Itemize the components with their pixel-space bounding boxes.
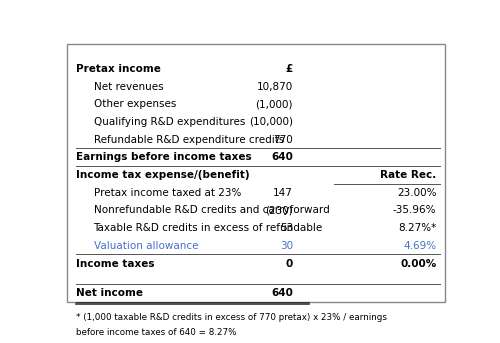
Text: 147: 147 [273,188,293,198]
Text: Rate Rec.: Rate Rec. [380,170,436,180]
Text: Net income: Net income [76,288,143,298]
Text: Earnings before income taxes: Earnings before income taxes [76,152,252,162]
Text: -35.96%: -35.96% [393,205,436,215]
Text: (10,000): (10,000) [249,117,293,127]
Text: 0.00%: 0.00% [400,259,436,269]
FancyBboxPatch shape [67,44,446,302]
Text: 8.27%*: 8.27%* [398,223,436,233]
Text: £: £ [286,64,293,74]
Text: Other expenses: Other expenses [94,99,176,109]
Text: 640: 640 [271,152,293,162]
Text: Pretax income taxed at 23%: Pretax income taxed at 23% [94,188,241,198]
Text: 23.00%: 23.00% [397,188,436,198]
Text: 770: 770 [274,135,293,145]
Text: Valuation allowance: Valuation allowance [94,241,198,251]
Text: * (1,000 taxable R&D credits in excess of 770 pretax) x 23% / earnings: * (1,000 taxable R&D credits in excess o… [76,314,387,322]
Text: 53: 53 [280,223,293,233]
Text: Refundable R&D expenditure credits: Refundable R&D expenditure credits [94,135,284,145]
Text: Taxable R&D credits in excess of refundable: Taxable R&D credits in excess of refunda… [94,223,323,233]
Text: 0: 0 [286,259,293,269]
Text: Qualifying R&D expenditures: Qualifying R&D expenditures [94,117,245,127]
Text: Income taxes: Income taxes [76,259,154,269]
Text: (1,000): (1,000) [256,99,293,109]
Text: 640: 640 [271,288,293,298]
Text: Net revenues: Net revenues [94,82,163,92]
Text: 30: 30 [280,241,293,251]
Text: 10,870: 10,870 [257,82,293,92]
Text: Nonrefundable R&D credits and carryforward: Nonrefundable R&D credits and carryforwa… [94,205,329,215]
Text: before income taxes of 640 = 8.27%: before income taxes of 640 = 8.27% [76,328,236,337]
Text: Income tax expense/(benefit): Income tax expense/(benefit) [76,170,250,180]
Text: (230): (230) [266,205,293,215]
Text: Pretax income: Pretax income [76,64,161,74]
Text: 4.69%: 4.69% [404,241,436,251]
